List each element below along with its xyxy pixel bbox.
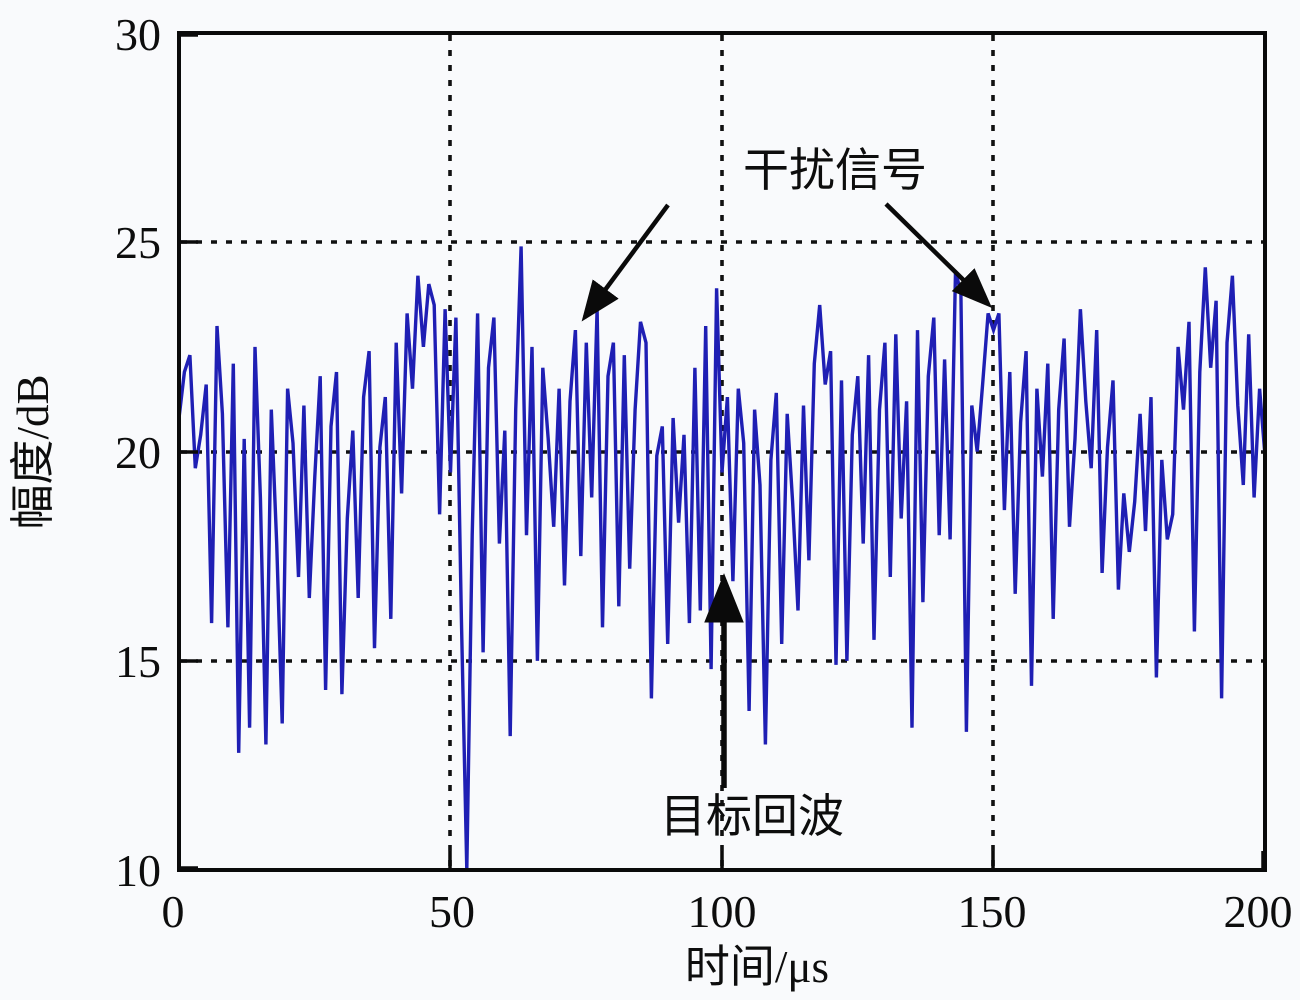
interference-arrow-right: [884, 202, 993, 308]
y-tick-label-10: 10: [115, 845, 161, 896]
x-tick-label-50: 50: [429, 886, 475, 937]
y-tick-label-25: 25: [115, 217, 161, 268]
signal-line: [177, 246, 1267, 871]
x-tick-label-200: 200: [1224, 886, 1293, 937]
tick-marks: [177, 33, 1265, 870]
y-tick-label-20: 20: [115, 427, 161, 478]
interference-label: 干扰信号: [743, 145, 927, 196]
interference-arrow-left: [581, 203, 670, 322]
y-tick-label-30: 30: [115, 9, 161, 60]
plot-border: [177, 31, 1267, 872]
y-tick-labels: 30 25 20 15 10: [115, 9, 161, 896]
y-tick-label-15: 15: [115, 636, 161, 687]
x-tick-label-0: 0: [162, 886, 185, 937]
x-axis-label: 时间/μs: [685, 942, 829, 992]
x-tick-label-100: 100: [688, 886, 757, 937]
x-tick-label-150: 150: [958, 886, 1027, 937]
y-axis-label: 幅度/dB: [8, 374, 58, 529]
target-echo-label: 目标回波: [660, 791, 844, 842]
x-tick-labels: 0 50 100 150 200: [162, 886, 1293, 937]
